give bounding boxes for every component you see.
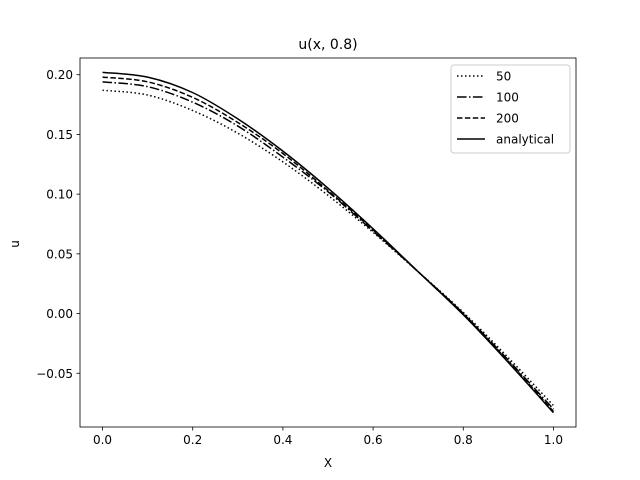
x-tick-label: 0.2 (183, 433, 202, 447)
legend-entry: 100 (496, 91, 519, 105)
series-line-3 (102, 71, 555, 414)
legend-entry: 50 (496, 70, 511, 84)
series-line-0 (102, 89, 554, 407)
y-axis-label: u (8, 240, 22, 248)
series-line-2 (102, 76, 555, 412)
y-tick-label: 0.15 (46, 128, 73, 142)
legend-box (450, 64, 571, 154)
axes-frame (79, 57, 577, 428)
y-tick-label: −0.05 (36, 367, 73, 381)
legend-entry: 200 (496, 112, 519, 126)
legend: 50 100 200 analytical (450, 64, 571, 154)
y-tick-label: 0.20 (46, 68, 73, 82)
x-axis-label: X (324, 456, 332, 470)
x-tick-label: 0.4 (273, 433, 292, 447)
plot-area: 0.0 0.2 0.4 0.6 0.8 1.0 −0.05 0.00 0.05 0.10 0.15 0… (36, 57, 577, 447)
x-tick-label: 0.8 (454, 433, 473, 447)
chart-title: u(x, 0.8) (298, 37, 357, 53)
y-tick-label: 0.05 (46, 247, 73, 261)
legend-entry: analytical (496, 133, 554, 147)
x-tick-label: 1.0 (544, 433, 563, 447)
x-tick-label: 0.6 (364, 433, 383, 447)
y-tick-label: 0.00 (46, 307, 73, 321)
x-tick-label: 0.0 (93, 433, 112, 447)
y-tick-label: 0.10 (46, 188, 73, 202)
